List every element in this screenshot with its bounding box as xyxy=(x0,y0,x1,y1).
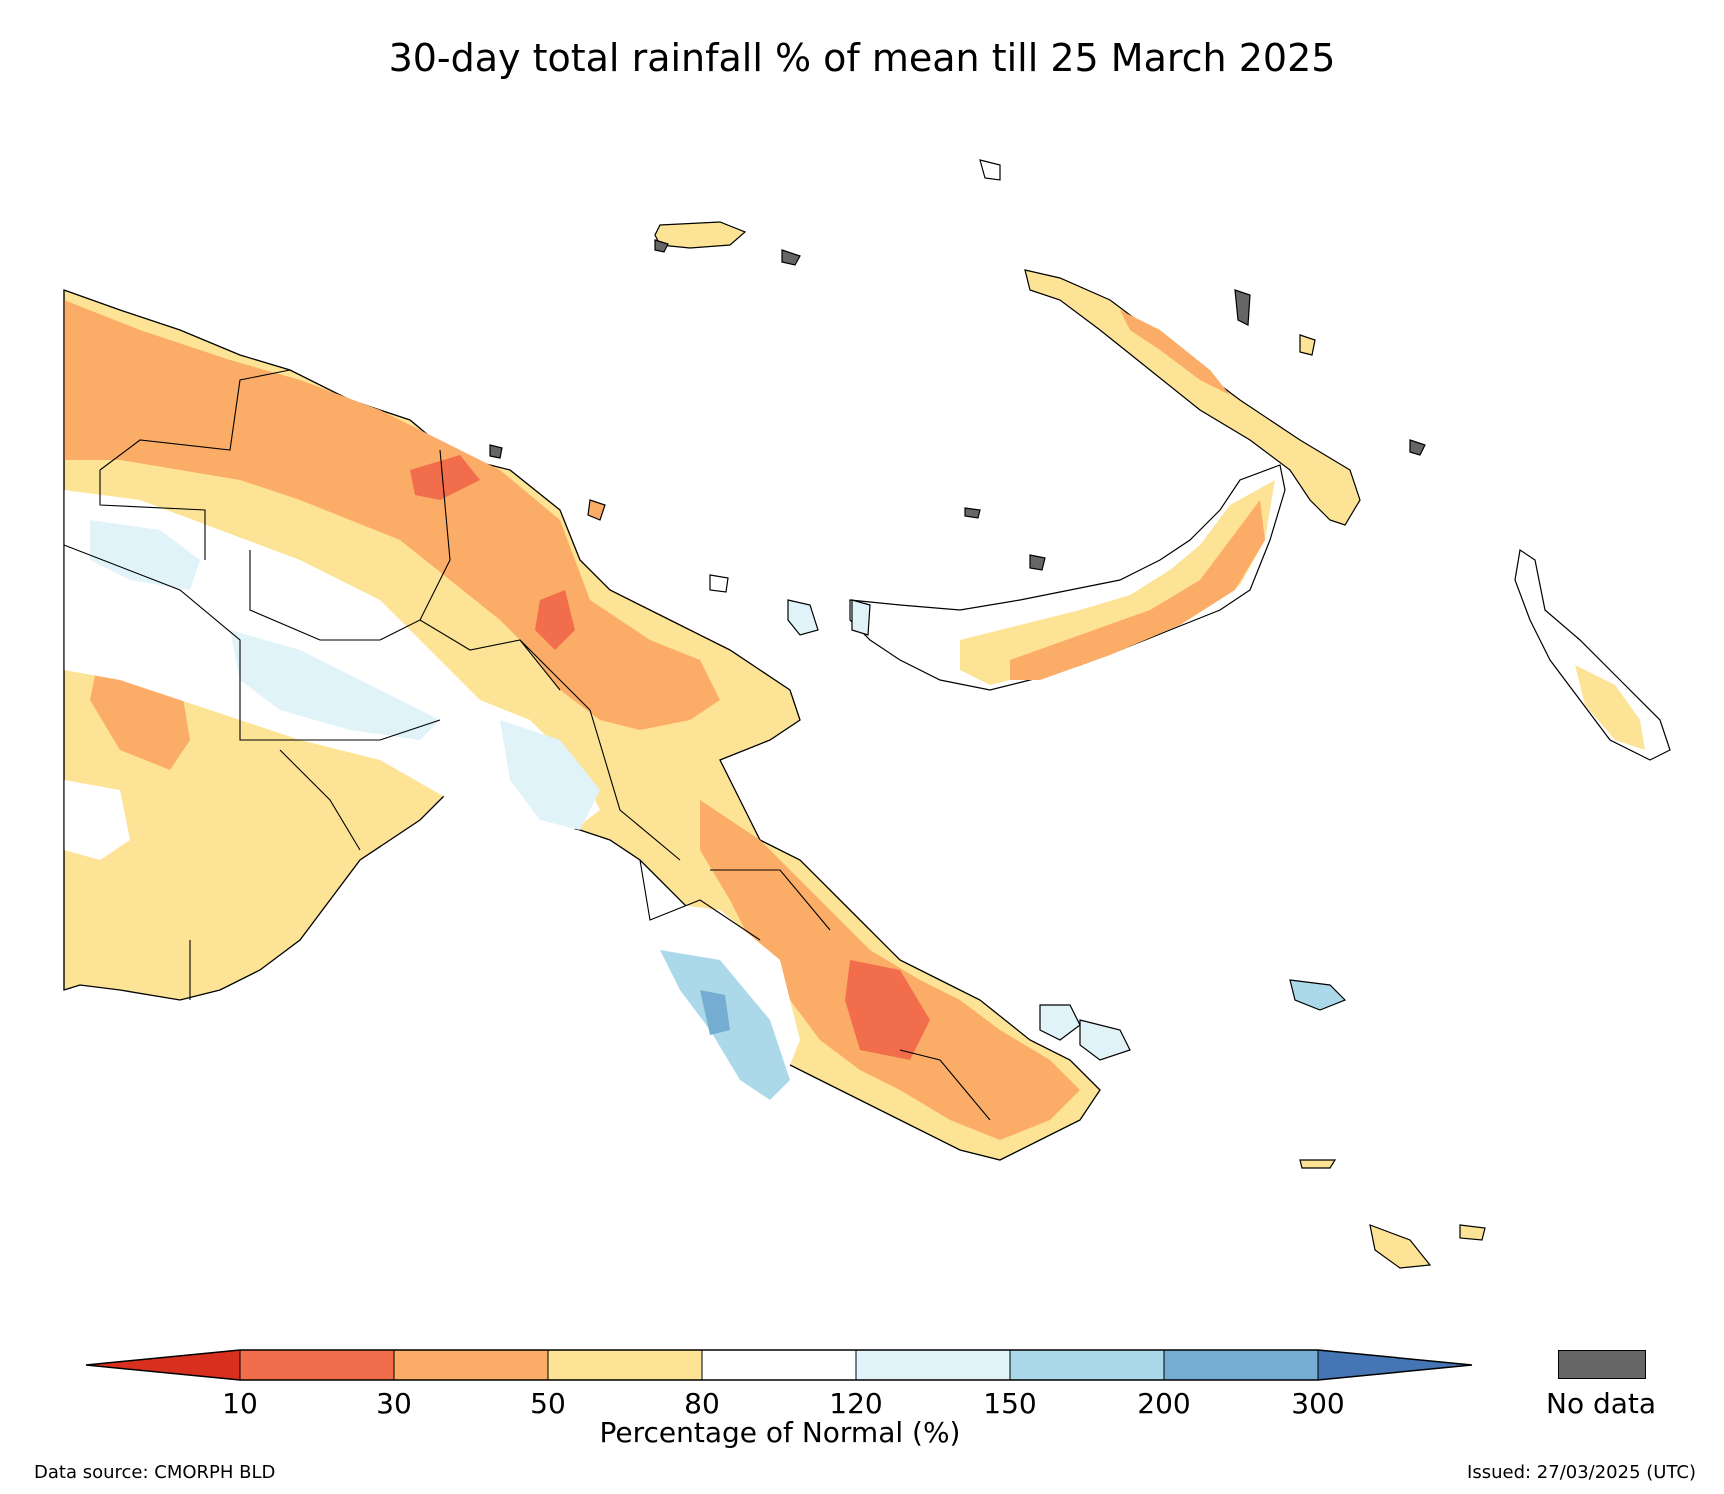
sudest-island xyxy=(1459,1224,1486,1241)
rossel-island xyxy=(1369,1224,1432,1269)
nodata-tabar xyxy=(1234,289,1251,326)
data-source: Data source: CMORPH BLD xyxy=(34,1462,276,1483)
colorbar-tick-label: 120 xyxy=(829,1387,883,1420)
colorbar-bin-2 xyxy=(394,1350,548,1380)
band-50-80-new-britain xyxy=(960,480,1275,685)
goodenough-island xyxy=(1039,1004,1081,1041)
colorbar-bin-3 xyxy=(548,1350,702,1380)
mussau-island xyxy=(979,159,1001,181)
long-island xyxy=(709,574,729,593)
colorbar-tick-label: 80 xyxy=(684,1387,720,1420)
nodata-label: No data xyxy=(1546,1387,1657,1420)
colorbar-tick-label: 150 xyxy=(983,1387,1037,1420)
colorbar-bin-5 xyxy=(856,1350,1010,1380)
band-50-80-bougainville xyxy=(1575,665,1645,750)
trobriand-islands xyxy=(1289,979,1347,1011)
nodata-new-britain-north xyxy=(1029,554,1046,571)
colorbar-bin-0 xyxy=(86,1350,240,1380)
new-britain xyxy=(849,464,1286,691)
colorbar-tick-label: 30 xyxy=(376,1387,412,1420)
band-120-150-new-britain-west xyxy=(851,599,871,636)
band-30-50-new-britain xyxy=(1010,500,1265,680)
mainland-png xyxy=(63,289,1101,1161)
nodata-north-coast xyxy=(489,444,503,459)
nodata-feni xyxy=(1409,439,1426,456)
manus-island xyxy=(654,221,747,249)
province-boundaries xyxy=(63,290,991,1121)
colorbar-bin-1 xyxy=(240,1350,394,1380)
rainfall-map xyxy=(63,159,1671,1269)
fergusson-island xyxy=(1079,1019,1131,1061)
umboi-island xyxy=(787,599,819,636)
issued-date: Issued: 27/03/2025 (UTC) xyxy=(1467,1462,1696,1483)
colorbar-bin-8 xyxy=(1318,1350,1472,1380)
islands xyxy=(489,159,1671,1269)
colorbar-tick-label: 50 xyxy=(530,1387,566,1420)
colorbar-bin-6 xyxy=(1010,1350,1164,1380)
nodata-swatch xyxy=(1558,1350,1646,1379)
band-120-150-gulf xyxy=(500,720,600,830)
band-10-30-north xyxy=(410,455,480,500)
colorbar-label: Percentage of Normal (%) xyxy=(599,1416,961,1449)
misima-island xyxy=(1299,1159,1337,1169)
colorbar-dividers xyxy=(239,1350,1319,1380)
colorbar-bin-7 xyxy=(1164,1350,1318,1380)
nodata-witu xyxy=(964,507,981,519)
band-80-120-highlands xyxy=(64,490,600,840)
colorbar-bin-4 xyxy=(702,1350,856,1380)
band-80-120-southwest xyxy=(64,780,130,860)
lihir-island xyxy=(1299,334,1316,356)
band-30-50-new-ireland xyxy=(1120,310,1230,395)
band-120-150-central xyxy=(230,630,440,740)
nodata-manus-east xyxy=(781,249,801,266)
band-10-30-south xyxy=(845,960,930,1060)
map-title: 30-day total rainfall % of mean till 25 … xyxy=(388,36,1336,80)
colorbar-tick-label: 300 xyxy=(1291,1387,1345,1420)
colorbar-tick-label: 200 xyxy=(1137,1387,1191,1420)
nodata-manus-west xyxy=(654,239,669,253)
band-120-150-west xyxy=(90,520,200,590)
colorbar-tick-label: 10 xyxy=(222,1387,258,1420)
karkar-island xyxy=(587,499,606,521)
bougainville xyxy=(1514,548,1671,761)
band-200-300-central-province xyxy=(700,990,730,1035)
band-10-30-central xyxy=(535,590,575,650)
